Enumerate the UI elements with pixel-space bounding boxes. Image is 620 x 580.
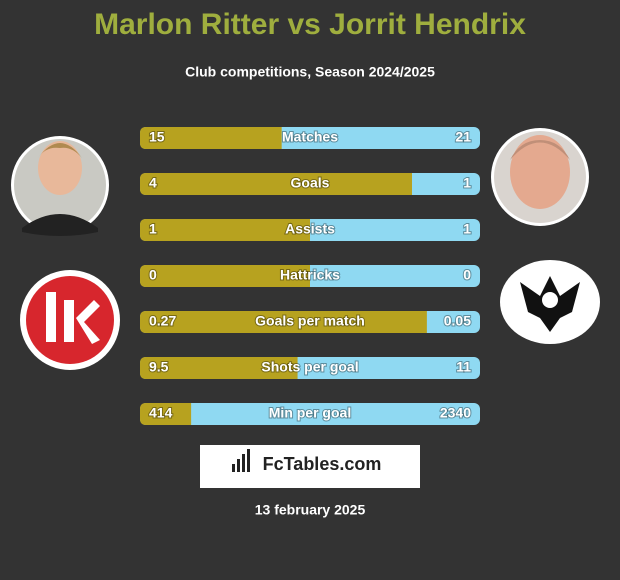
- bar-left: [140, 357, 298, 379]
- bar-left: [140, 173, 412, 195]
- bar-left: [140, 127, 282, 149]
- right-value: 2340: [440, 405, 471, 421]
- stat-label: Min per goal: [269, 405, 351, 421]
- left-value: 4: [149, 175, 157, 191]
- subtitle: Club competitions, Season 2024/2025: [185, 64, 435, 80]
- brand-icon: [232, 449, 250, 472]
- left-value: 1: [149, 221, 157, 237]
- club-left-logo: [20, 270, 120, 370]
- right-value: 11: [456, 359, 471, 375]
- stat-label: Shots per goal: [261, 359, 358, 375]
- bar-left: [140, 265, 310, 287]
- right-value: 21: [455, 129, 471, 145]
- left-value: 414: [149, 405, 173, 421]
- stat-label: Matches: [282, 129, 338, 145]
- right-value: 0: [463, 267, 471, 283]
- club-right-logo: [500, 260, 600, 344]
- date: 13 february 2025: [255, 502, 366, 518]
- bar-left: [140, 219, 310, 241]
- stat-label: Goals per match: [255, 313, 365, 329]
- bar-right: [140, 403, 480, 425]
- left-value: 0.27: [149, 313, 176, 329]
- bar-left: [140, 403, 192, 425]
- bar-left: [140, 311, 427, 333]
- player-right-photo: [491, 128, 589, 226]
- stat-label: Goals: [291, 175, 330, 191]
- left-value: 15: [149, 129, 165, 145]
- right-value: 1: [463, 221, 471, 237]
- brand: FcTables.com: [263, 454, 382, 474]
- title: Marlon Ritter vs Jorrit Hendrix: [94, 8, 526, 41]
- left-value: 0: [149, 267, 157, 283]
- left-value: 9.5: [149, 359, 169, 375]
- right-value: 0.05: [444, 313, 471, 329]
- brand-box: [200, 445, 420, 488]
- player-left-photo: [11, 136, 109, 236]
- stat-label: Assists: [285, 221, 335, 237]
- right-value: 1: [463, 175, 471, 191]
- stat-label: Hattricks: [280, 267, 340, 283]
